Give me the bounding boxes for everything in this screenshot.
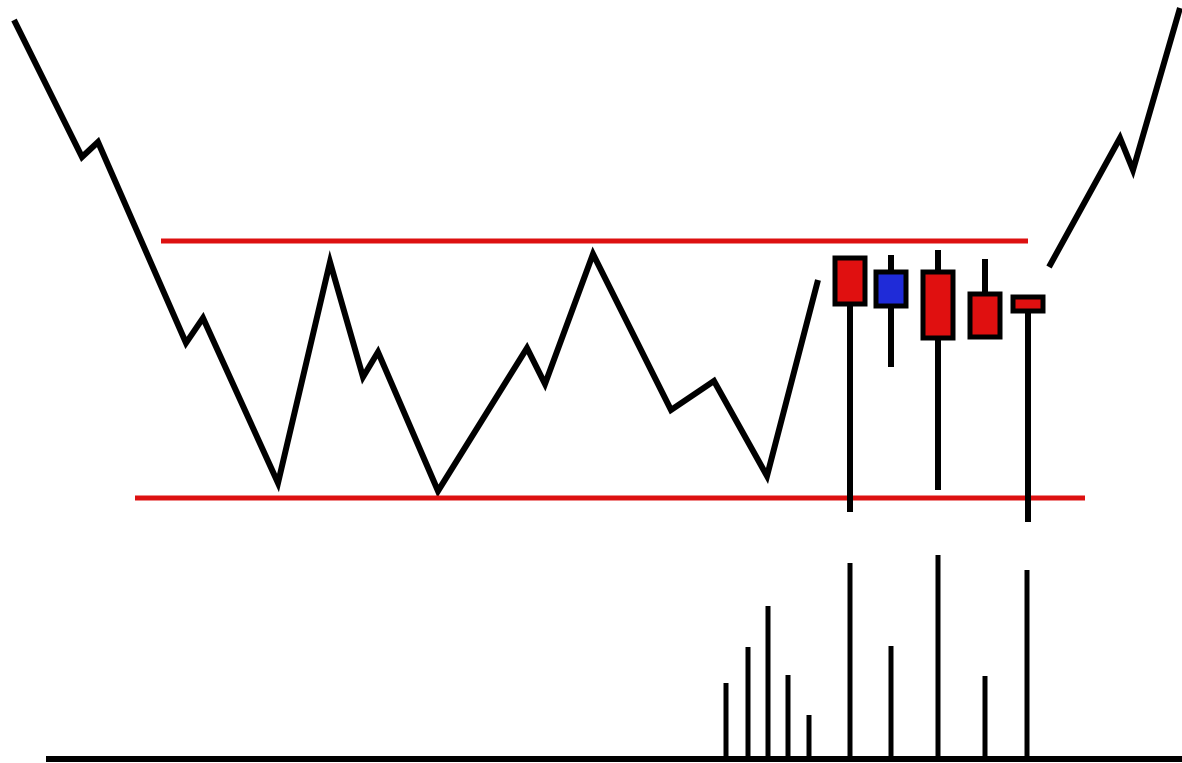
price-path-right-breakout <box>1046 7 1182 269</box>
range-lines-group <box>135 238 1085 501</box>
candle-5 <box>1010 294 1046 522</box>
volume-bars-group <box>723 555 1030 758</box>
candles-group <box>832 250 1046 522</box>
candle-1-body <box>832 255 868 307</box>
price-path-left-descent <box>11 18 821 498</box>
price-path-group <box>11 7 1182 498</box>
candle-3-body <box>920 269 956 341</box>
candle-5-body <box>1010 294 1046 314</box>
candle-1 <box>832 255 868 512</box>
candle-4 <box>967 259 1003 340</box>
candle-3 <box>920 250 956 490</box>
candle-2 <box>873 255 909 367</box>
candle-4-body <box>967 291 1003 340</box>
candle-2-body <box>873 269 909 309</box>
